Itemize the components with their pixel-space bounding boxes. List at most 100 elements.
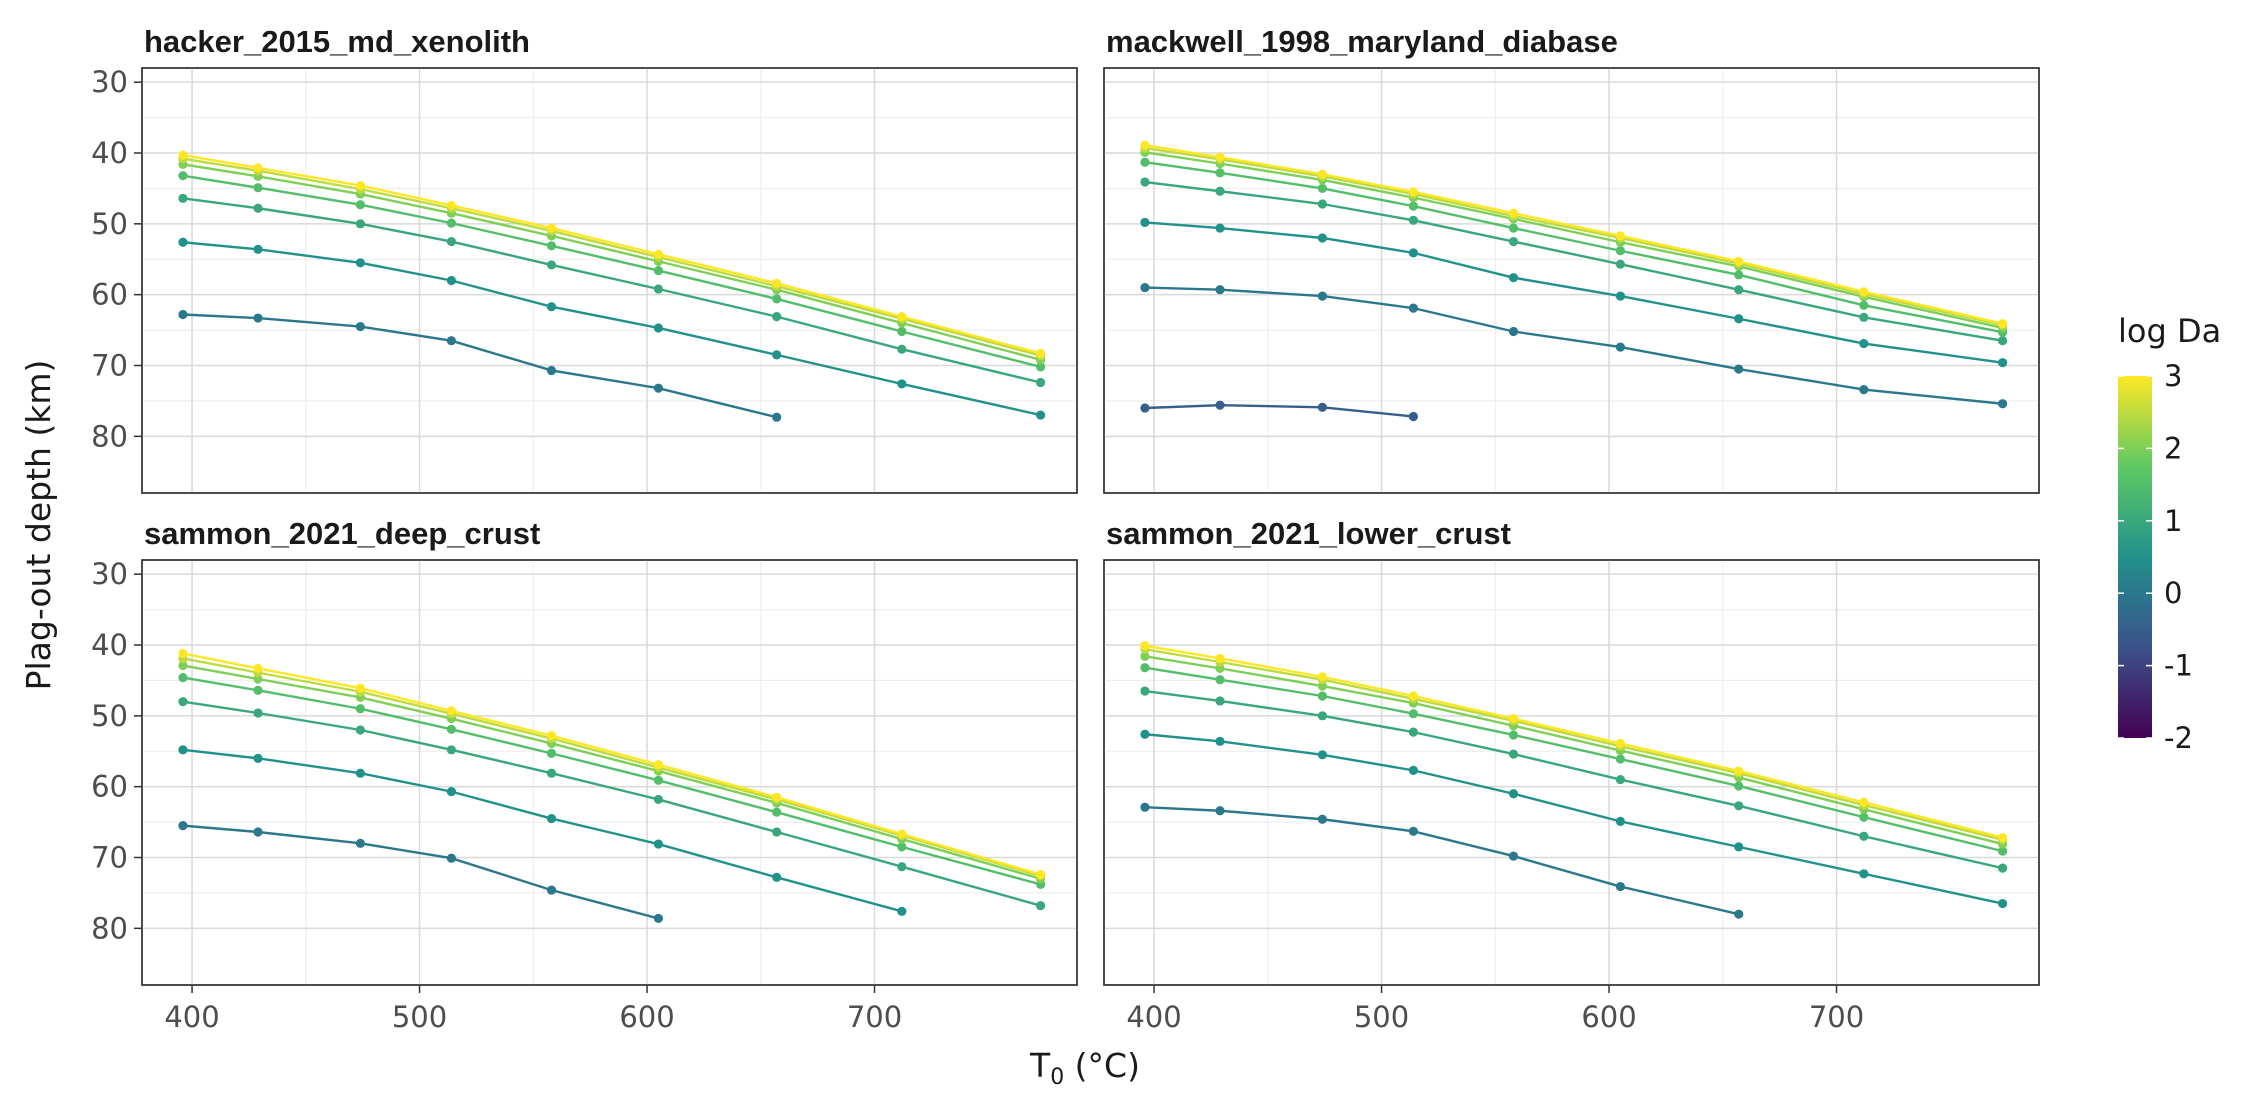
data-point <box>446 336 456 346</box>
data-point <box>1998 898 2008 909</box>
series-logda-1_5 <box>178 672 1046 890</box>
facet-panel-3: sammon_2021_deep_crust 30 40 50 60 70 80 400 500… <box>91 516 1078 1034</box>
data-point <box>1734 285 1744 295</box>
data-point <box>1615 231 1626 241</box>
x-tick-label: 600 <box>619 1000 674 1034</box>
y-tick-label: 70 <box>91 349 128 383</box>
x-tick-label: 600 <box>1581 1000 1636 1034</box>
series-logda-0_5 <box>178 745 907 916</box>
data-point <box>1215 400 1225 410</box>
y-axis-title: Plag-out depth (km) <box>19 360 58 691</box>
data-point <box>253 244 263 254</box>
data-point <box>772 792 782 802</box>
data-point <box>178 821 188 831</box>
y-tick-label: 40 <box>91 136 128 170</box>
data-point <box>546 768 557 778</box>
y-tick-label: 80 <box>91 419 128 453</box>
data-point <box>253 827 263 837</box>
data-point <box>253 203 263 213</box>
data-point <box>1615 342 1626 352</box>
data-point <box>1215 806 1225 816</box>
data-point <box>1508 749 1519 759</box>
series-logda-0 <box>1140 282 2008 409</box>
data-point <box>1140 403 1150 413</box>
panel-border <box>141 559 1078 986</box>
data-point <box>355 200 365 210</box>
data-point <box>1317 291 1327 301</box>
data-point <box>1615 754 1626 764</box>
series-line <box>182 824 659 920</box>
data-point <box>1859 287 1869 297</box>
colorbar <box>2118 376 2152 738</box>
data-point <box>653 775 664 785</box>
data-point <box>1317 672 1327 682</box>
series-logda-0 <box>1140 802 1744 919</box>
series-logda-1 <box>1140 686 2008 873</box>
data-point <box>178 171 188 181</box>
data-point <box>1215 736 1225 746</box>
data-point <box>1408 709 1418 719</box>
data-point <box>546 748 557 758</box>
panel-frame <box>1103 559 2040 986</box>
data-point <box>1140 651 1150 661</box>
colorbar-tick-label: 1 <box>2164 504 2182 538</box>
y-tick-label: 50 <box>91 699 128 733</box>
data-point <box>1859 812 1869 822</box>
x-tick-label: 500 <box>392 1000 447 1034</box>
y-tick-label: 50 <box>91 207 128 241</box>
data-point <box>446 218 456 228</box>
data-point <box>1734 314 1744 324</box>
data-point <box>772 312 782 322</box>
data-point <box>178 660 188 671</box>
data-point <box>1859 831 1869 841</box>
data-point <box>1317 169 1327 179</box>
data-point <box>1998 319 2008 329</box>
data-point <box>1140 729 1150 739</box>
data-point <box>1036 348 1046 359</box>
data-point <box>1317 681 1327 691</box>
data-point <box>1615 774 1626 785</box>
data-point <box>355 258 365 268</box>
data-point <box>446 787 456 797</box>
data-point <box>355 768 365 778</box>
data-point <box>178 193 188 203</box>
data-point <box>1408 215 1418 225</box>
data-point <box>1508 730 1519 740</box>
y-tick-label: 30 <box>91 65 128 99</box>
data-point <box>1508 273 1519 283</box>
data-point <box>897 906 907 916</box>
colorbar-tick-label: 3 <box>2164 359 2182 393</box>
data-point <box>355 219 365 229</box>
x-axis-title-subscript: 0 <box>1050 1065 1064 1090</box>
panel-border <box>1103 559 2040 986</box>
data-point <box>1317 402 1327 412</box>
data-point <box>1036 869 1046 880</box>
data-point <box>897 326 907 337</box>
data-point <box>1508 208 1519 218</box>
panel-border <box>141 67 1078 494</box>
data-point <box>1408 727 1418 737</box>
series-logda-0_5 <box>1140 217 2008 368</box>
data-point <box>1615 246 1626 256</box>
data-point <box>1734 364 1744 374</box>
data-point <box>653 265 664 276</box>
x-tick-label: 500 <box>1354 1000 1409 1034</box>
data-point <box>897 312 907 322</box>
data-point <box>1734 256 1744 266</box>
x-axis-title: T0 (°C) <box>1029 1046 1140 1090</box>
data-point <box>1734 842 1744 852</box>
data-point <box>1215 675 1225 685</box>
data-point <box>178 309 188 320</box>
data-point <box>1140 686 1150 696</box>
data-point <box>1317 750 1327 760</box>
data-point <box>1859 338 1869 349</box>
data-point <box>1998 863 2008 873</box>
series-logda-neg0_5 <box>1140 400 1418 422</box>
colorbar-tick-label: 2 <box>2164 431 2182 465</box>
data-point <box>1859 312 1869 322</box>
data-point <box>1734 270 1744 280</box>
data-point <box>1508 223 1519 233</box>
data-point <box>1215 285 1225 295</box>
data-point <box>355 683 365 693</box>
panel-border <box>1103 67 2040 494</box>
